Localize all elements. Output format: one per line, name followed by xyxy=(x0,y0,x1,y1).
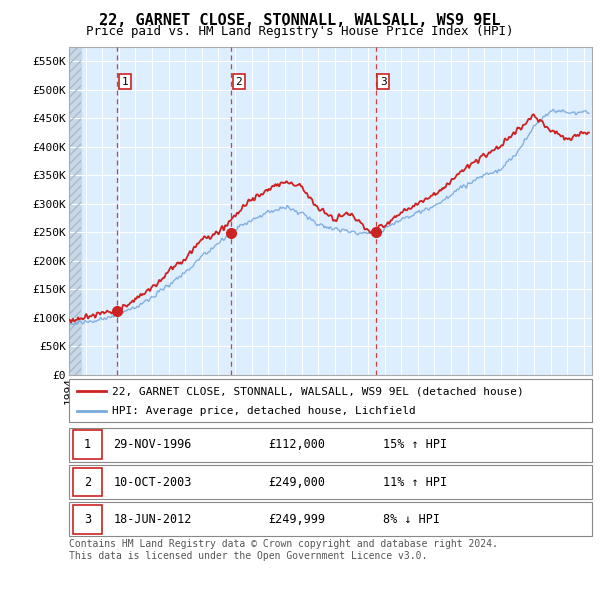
Text: 2: 2 xyxy=(236,77,242,87)
Text: 1: 1 xyxy=(84,438,91,451)
Text: £249,000: £249,000 xyxy=(268,476,325,489)
Text: 22, GARNET CLOSE, STONNALL, WALSALL, WS9 9EL (detached house): 22, GARNET CLOSE, STONNALL, WALSALL, WS9… xyxy=(112,386,524,396)
Text: 15% ↑ HPI: 15% ↑ HPI xyxy=(383,438,447,451)
Text: Price paid vs. HM Land Registry's House Price Index (HPI): Price paid vs. HM Land Registry's House … xyxy=(86,25,514,38)
Text: 18-JUN-2012: 18-JUN-2012 xyxy=(113,513,192,526)
Text: HPI: Average price, detached house, Lichfield: HPI: Average price, detached house, Lich… xyxy=(112,407,416,416)
FancyBboxPatch shape xyxy=(73,505,102,533)
Text: Contains HM Land Registry data © Crown copyright and database right 2024.
This d: Contains HM Land Registry data © Crown c… xyxy=(69,539,498,561)
Bar xyxy=(69,47,82,375)
Text: 11% ↑ HPI: 11% ↑ HPI xyxy=(383,476,447,489)
Text: 22, GARNET CLOSE, STONNALL, WALSALL, WS9 9EL: 22, GARNET CLOSE, STONNALL, WALSALL, WS9… xyxy=(99,13,501,28)
FancyBboxPatch shape xyxy=(73,431,102,459)
Text: 3: 3 xyxy=(380,77,386,87)
Text: 3: 3 xyxy=(84,513,91,526)
Text: 10-OCT-2003: 10-OCT-2003 xyxy=(113,476,192,489)
Bar xyxy=(69,47,82,375)
Text: 1: 1 xyxy=(121,77,128,87)
FancyBboxPatch shape xyxy=(73,468,102,496)
Text: 29-NOV-1996: 29-NOV-1996 xyxy=(113,438,192,451)
Text: 8% ↓ HPI: 8% ↓ HPI xyxy=(383,513,440,526)
Text: £112,000: £112,000 xyxy=(268,438,325,451)
Text: 2: 2 xyxy=(84,476,91,489)
Text: £249,999: £249,999 xyxy=(268,513,325,526)
